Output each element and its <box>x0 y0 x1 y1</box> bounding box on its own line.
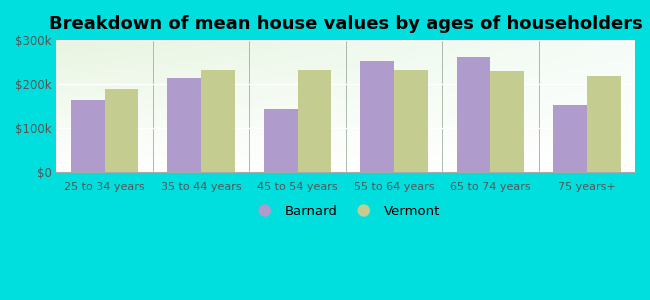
Bar <box>553 105 587 172</box>
Bar <box>264 109 298 172</box>
Bar <box>167 78 201 172</box>
Bar <box>360 61 394 172</box>
Bar <box>201 70 235 172</box>
Bar <box>394 70 428 172</box>
Title: Breakdown of mean house values by ages of householders: Breakdown of mean house values by ages o… <box>49 15 643 33</box>
Bar <box>105 89 138 172</box>
Bar <box>587 76 621 172</box>
Legend: Barnard, Vermont: Barnard, Vermont <box>246 200 445 224</box>
Bar <box>456 57 490 172</box>
Bar <box>490 71 524 172</box>
Bar <box>71 100 105 172</box>
Bar <box>298 70 332 172</box>
